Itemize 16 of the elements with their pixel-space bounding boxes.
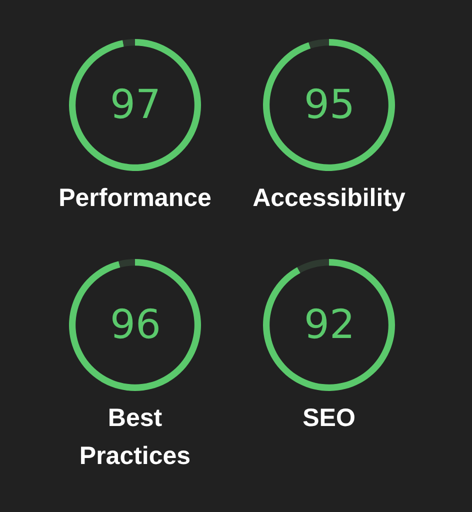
donut-slice <box>263 39 395 171</box>
donut-slice <box>118 259 135 268</box>
text: SEO <box>302 403 356 434</box>
donut-slice <box>122 39 135 47</box>
text: Best Practices <box>78 403 192 472</box>
text: Performance <box>58 183 212 214</box>
donut-slice <box>263 259 395 391</box>
text: 96 <box>110 302 161 348</box>
text: 95 <box>304 82 355 128</box>
text: 92 <box>304 302 355 348</box>
text: 97 <box>110 82 161 128</box>
donut-slice <box>69 39 201 171</box>
text: Accessibility <box>252 183 406 214</box>
donut-slice <box>297 259 329 273</box>
donut-slice <box>308 39 329 49</box>
donut-slice <box>69 259 201 391</box>
